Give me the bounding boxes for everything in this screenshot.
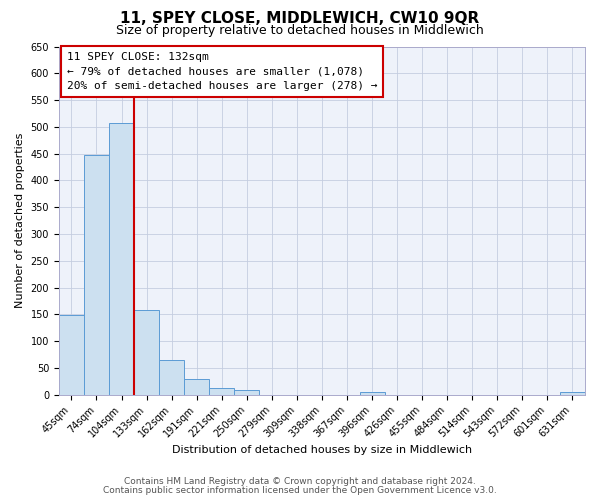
Text: Size of property relative to detached houses in Middlewich: Size of property relative to detached ho… (116, 24, 484, 37)
Bar (109, 123, 134, 394)
Bar (209, 388, 234, 394)
Bar (59, 316, 84, 394)
Bar (560, 392, 585, 394)
Text: Contains HM Land Registry data © Crown copyright and database right 2024.: Contains HM Land Registry data © Crown c… (124, 477, 476, 486)
Text: Contains public sector information licensed under the Open Government Licence v3: Contains public sector information licen… (103, 486, 497, 495)
Bar (234, 390, 259, 394)
Y-axis label: Number of detached properties: Number of detached properties (15, 133, 25, 308)
X-axis label: Distribution of detached houses by size in Middlewich: Distribution of detached houses by size … (172, 445, 472, 455)
Bar (84, 154, 109, 394)
Bar (159, 360, 184, 394)
Text: 11, SPEY CLOSE, MIDDLEWICH, CW10 9QR: 11, SPEY CLOSE, MIDDLEWICH, CW10 9QR (121, 11, 479, 26)
Text: 11 SPEY CLOSE: 132sqm
← 79% of detached houses are smaller (1,078)
20% of semi-d: 11 SPEY CLOSE: 132sqm ← 79% of detached … (67, 52, 377, 92)
Bar (184, 378, 209, 394)
Bar (359, 392, 385, 394)
Bar (134, 310, 159, 394)
